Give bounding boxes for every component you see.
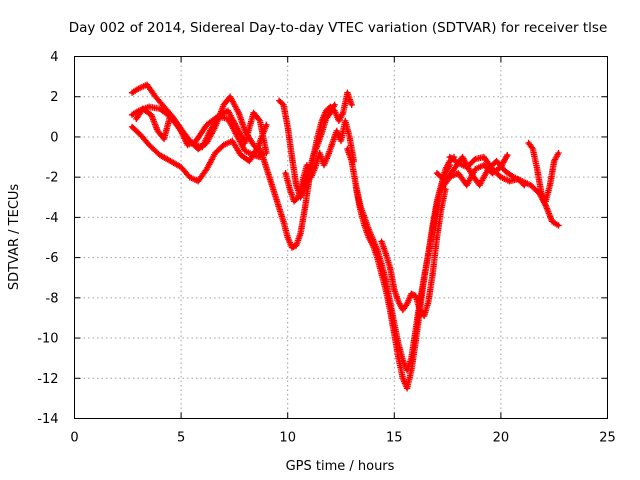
marker-trail [133,105,270,157]
x-tick-label: 10 [279,431,296,446]
y-tick-label: -2 [46,171,59,186]
marker-trail [378,186,449,320]
x-tick-label: 15 [386,431,403,446]
y-tick-label: -10 [37,332,58,347]
series-arc-6 [282,117,357,205]
y-axis-label: SDTVAR / TECUs [7,184,22,291]
x-tick-label: 5 [177,431,185,446]
series-arc-14 [525,139,562,205]
marker-trail [446,153,528,189]
marker-trail [275,97,338,201]
chart-title: Day 002 of 2014, Sidereal Day-to-day VTE… [69,20,608,36]
y-tick-label: 4 [50,50,58,65]
y-tick-label: -4 [46,211,59,226]
series-arc-4 [133,105,270,157]
series-arc-3 [128,121,270,185]
series-arc-12 [438,151,511,193]
series-arc-9 [352,161,453,392]
y-tick-label: -6 [46,251,59,266]
x-tick-label: 25 [599,431,616,446]
series-arc-13 [446,153,528,189]
plot-frame [74,56,608,419]
y-tick-label: -8 [46,291,59,306]
y-tick-label: 2 [50,90,58,105]
y-tick-labels: -14 -12 -10 -8 -6 -4 -2 0 2 4 [37,50,58,427]
axis-ticks [74,56,608,419]
x-tick-labels: 0 5 10 15 20 25 [70,431,615,446]
x-tick-label: 20 [493,431,510,446]
x-tick-label: 0 [70,431,78,446]
series-arc-7 [275,97,338,201]
marker-trail [525,139,562,205]
data-points [128,81,562,392]
y-tick-label: -12 [37,372,58,387]
y-tick-label: 0 [50,130,58,145]
y-tick-label: -14 [37,412,58,427]
x-axis-label: GPS time / hours [286,459,395,474]
marker-trail [128,121,270,185]
series-arc-10 [378,186,449,320]
